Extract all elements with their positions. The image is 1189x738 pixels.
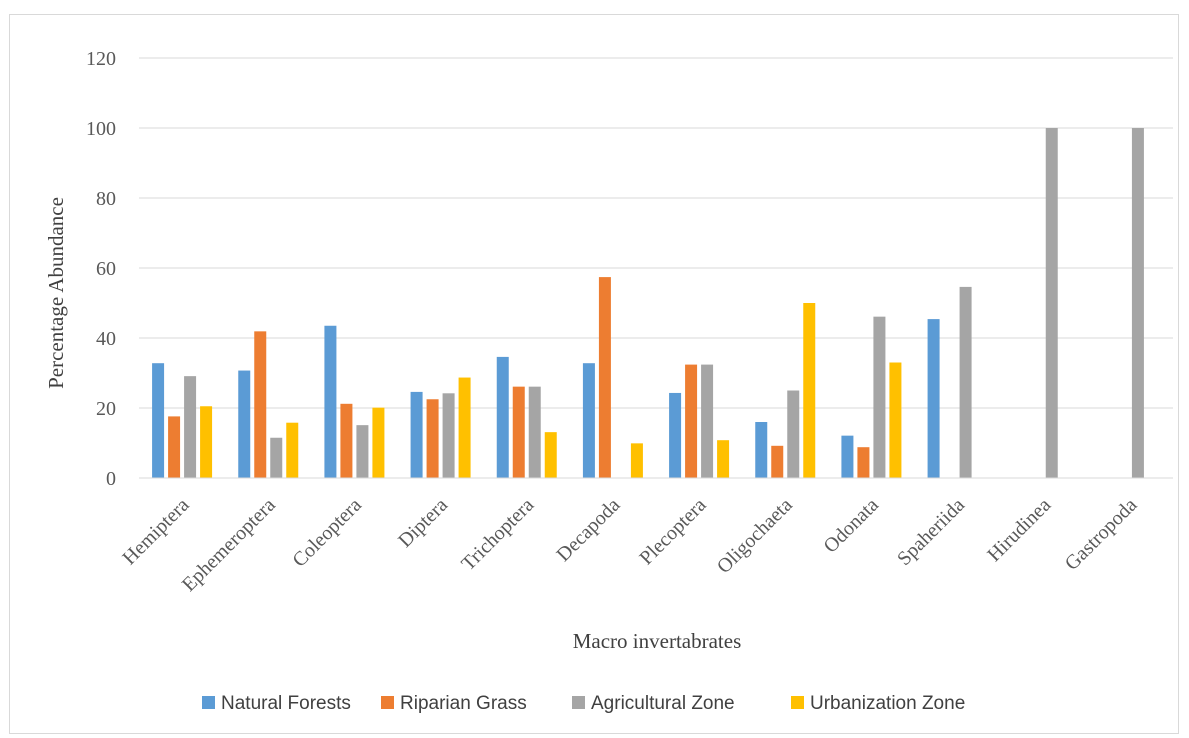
y-tick-labels: 0 20 40 60 80 100 120 xyxy=(86,48,116,490)
bar-agricultural-zone xyxy=(528,386,541,478)
y-tick-label: 0 xyxy=(106,468,116,490)
bar-riparian-grass xyxy=(340,403,353,478)
bar-riparian-grass xyxy=(857,447,870,478)
y-tick-label: 120 xyxy=(86,48,116,70)
x-tick-label: Spaheriida xyxy=(893,494,969,570)
bar-natural-forests xyxy=(238,370,251,478)
legend-label: Agricultural Zone xyxy=(591,693,735,714)
x-tick-label: Hirudinea xyxy=(983,494,1055,566)
bar-agricultural-zone xyxy=(270,437,283,478)
bar-natural-forests xyxy=(755,422,768,478)
bar-urbanization-zone xyxy=(286,422,299,478)
legend-swatch xyxy=(202,696,215,709)
x-tick-label: Trichoptera xyxy=(457,494,538,575)
bar-agricultural-zone xyxy=(959,286,972,478)
bar-urbanization-zone xyxy=(458,377,471,478)
bar-urbanization-zone xyxy=(544,432,557,478)
y-tick-label: 100 xyxy=(86,118,116,140)
legend: Natural Forests Riparian Grass Agricultura… xyxy=(202,693,965,714)
x-tick-label: Coleoptera xyxy=(288,494,366,572)
legend-label: Urbanization Zone xyxy=(810,693,965,714)
y-axis-title: Percentage Abundance xyxy=(44,197,68,389)
legend-label: Natural Forests xyxy=(221,693,351,714)
bar-agricultural-zone xyxy=(356,425,369,478)
bar-riparian-grass xyxy=(771,445,784,478)
x-tick-label: Odonata xyxy=(819,494,883,558)
x-tick-label: Gastropoda xyxy=(1061,494,1142,575)
bar-natural-forests xyxy=(324,325,337,478)
bar-urbanization-zone xyxy=(200,406,213,478)
x-tick-label: Plecoptera xyxy=(635,494,710,569)
bar-natural-forests xyxy=(841,435,854,478)
bar-agricultural-zone xyxy=(701,364,714,478)
x-tick-label: Oligochaeta xyxy=(713,494,797,578)
bars xyxy=(152,128,1144,478)
bar-urbanization-zone xyxy=(803,303,816,478)
chart-frame: 0 20 40 60 80 100 120 Hemiptera Ephemeroptera Co… xyxy=(9,14,1179,734)
bar-riparian-grass xyxy=(685,364,698,478)
legend-label: Riparian Grass xyxy=(400,693,527,714)
bar-natural-forests xyxy=(410,391,423,478)
bar-urbanization-zone xyxy=(372,407,385,478)
bar-riparian-grass xyxy=(426,399,439,478)
bar-agricultural-zone xyxy=(787,390,800,478)
bar-riparian-grass xyxy=(254,331,267,478)
bar-agricultural-zone xyxy=(873,316,886,478)
legend-swatch xyxy=(381,696,394,709)
bar-natural-forests xyxy=(669,392,682,478)
bar-riparian-grass xyxy=(512,386,525,478)
bar-urbanization-zone xyxy=(630,443,643,478)
bar-agricultural-zone xyxy=(1045,128,1058,478)
bar-agricultural-zone xyxy=(442,393,455,478)
x-tick-label: Hemiptera xyxy=(118,494,193,569)
bar-urbanization-zone xyxy=(889,362,902,478)
legend-swatch xyxy=(791,696,804,709)
bar-natural-forests xyxy=(582,363,595,478)
bar-riparian-grass xyxy=(168,416,181,478)
bar-natural-forests xyxy=(496,356,509,478)
gridlines xyxy=(139,57,1173,409)
bar-natural-forests xyxy=(152,363,165,478)
x-tick-label: Diptera xyxy=(394,494,452,552)
y-tick-label: 80 xyxy=(96,188,116,210)
y-tick-label: 60 xyxy=(96,258,116,280)
x-axis-title: Macro invertabrates xyxy=(573,629,742,653)
y-tick-label: 40 xyxy=(96,328,116,350)
x-tick-label: Decapoda xyxy=(552,494,624,566)
y-tick-label: 20 xyxy=(96,398,116,420)
bar-agricultural-zone xyxy=(184,376,197,478)
bar-riparian-grass xyxy=(598,277,611,478)
bar-agricultural-zone xyxy=(1131,128,1144,478)
bar-urbanization-zone xyxy=(717,440,730,478)
bar-natural-forests xyxy=(927,319,940,478)
legend-swatch xyxy=(572,696,585,709)
